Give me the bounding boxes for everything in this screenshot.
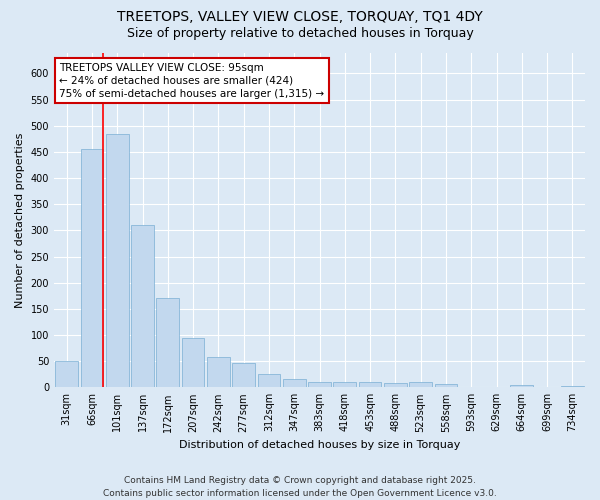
- Bar: [561, 386, 584, 388]
- Bar: [308, 382, 331, 388]
- Bar: [80, 150, 103, 388]
- Y-axis label: Number of detached properties: Number of detached properties: [15, 132, 25, 308]
- Bar: [157, 298, 179, 388]
- Bar: [55, 361, 78, 388]
- Bar: [283, 379, 305, 388]
- Bar: [409, 382, 432, 388]
- Bar: [359, 382, 382, 388]
- Bar: [511, 385, 533, 388]
- Text: TREETOPS, VALLEY VIEW CLOSE, TORQUAY, TQ1 4DY: TREETOPS, VALLEY VIEW CLOSE, TORQUAY, TQ…: [117, 10, 483, 24]
- Text: TREETOPS VALLEY VIEW CLOSE: 95sqm
← 24% of detached houses are smaller (424)
75%: TREETOPS VALLEY VIEW CLOSE: 95sqm ← 24% …: [59, 62, 325, 99]
- Bar: [232, 362, 255, 388]
- Bar: [384, 383, 407, 388]
- Bar: [334, 382, 356, 388]
- Text: Contains HM Land Registry data © Crown copyright and database right 2025.
Contai: Contains HM Land Registry data © Crown c…: [103, 476, 497, 498]
- Bar: [106, 134, 128, 388]
- Bar: [207, 358, 230, 388]
- Bar: [182, 338, 205, 388]
- Bar: [434, 384, 457, 388]
- Text: Size of property relative to detached houses in Torquay: Size of property relative to detached ho…: [127, 28, 473, 40]
- Bar: [131, 225, 154, 388]
- X-axis label: Distribution of detached houses by size in Torquay: Distribution of detached houses by size …: [179, 440, 460, 450]
- Bar: [257, 374, 280, 388]
